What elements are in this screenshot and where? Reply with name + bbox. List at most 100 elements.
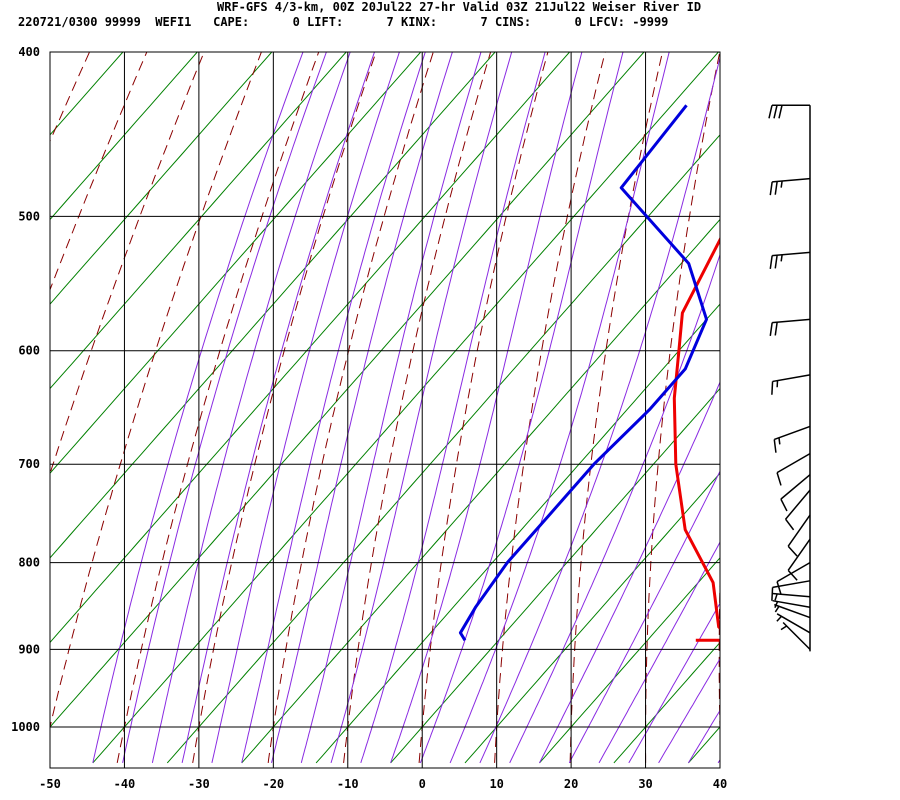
moist-adiabat-line xyxy=(778,0,900,763)
x-tick-label: 30 xyxy=(638,777,652,791)
index-value-kinx: 7 xyxy=(480,15,488,29)
dry-adiabat-line xyxy=(494,52,606,763)
isotherm-line xyxy=(613,641,720,764)
dewpoint-profile xyxy=(458,104,708,642)
isotherm-line xyxy=(50,52,347,390)
isotherm-line xyxy=(539,557,720,764)
x-tick-label: 40 xyxy=(713,777,727,791)
index-label-lift: LIFT: xyxy=(307,15,344,29)
dry-adiabat-line xyxy=(50,52,205,476)
x-tick-label: -10 xyxy=(337,777,359,791)
temperature-profile xyxy=(672,236,720,642)
plot-area xyxy=(50,0,900,768)
dry-adiabat-line xyxy=(860,0,900,763)
wind-barb xyxy=(780,474,811,512)
dry-adiabat-line xyxy=(645,52,720,763)
station-code: WEFI1 xyxy=(155,15,192,29)
moist-adiabat-line xyxy=(748,0,900,763)
y-tick-label: 1000 xyxy=(11,720,40,734)
wind-barb xyxy=(771,374,811,395)
moist-adiabat-line xyxy=(151,52,351,763)
moist-adiabat-line xyxy=(419,52,624,764)
index-value-cape: 0 xyxy=(292,15,300,29)
y-tick-label: 500 xyxy=(18,209,40,223)
isotherm-line xyxy=(166,134,720,764)
station-id: 220721/0300 99999 xyxy=(18,15,141,29)
wind-barb xyxy=(787,514,811,557)
wind-barb xyxy=(776,613,811,634)
x-tick-label: -50 xyxy=(39,777,61,791)
x-tick-label: -30 xyxy=(188,777,210,791)
moist-adiabat-line xyxy=(479,55,720,764)
chart-title: WRF-GFS 4/3-km, 00Z 20Jul22 27-hr Valid … xyxy=(217,0,702,14)
moist-adiabat-line xyxy=(330,52,513,764)
y-tick-label: 600 xyxy=(18,344,40,358)
moist-adiabat-line xyxy=(92,52,304,764)
wind-barb xyxy=(784,489,811,531)
moist-adiabat-line xyxy=(658,657,720,764)
y-tick-label: 400 xyxy=(18,45,40,59)
wind-barb xyxy=(769,177,811,196)
plot-frame xyxy=(49,51,721,769)
wind-barb xyxy=(776,561,811,595)
wind-barbs xyxy=(768,104,811,652)
x-tick-label: 20 xyxy=(564,777,578,791)
dry-adiabat-line xyxy=(50,52,148,292)
dry-adiabat-line xyxy=(116,52,320,763)
isotherm-line xyxy=(50,52,273,305)
index-value-lfcv: -9999 xyxy=(632,15,669,29)
chart-header: WRF-GFS 4/3-km, 00Z 20Jul22 27-hr Valid … xyxy=(0,0,900,34)
index-label-cins: CINS: xyxy=(494,15,532,29)
moist-adiabat-line xyxy=(539,380,720,764)
moist-adiabat-line xyxy=(241,52,426,764)
isotherm-line xyxy=(50,52,496,559)
wind-barb xyxy=(776,453,811,486)
index-value-lift: 7 xyxy=(386,15,394,29)
isotherm-line xyxy=(50,52,198,221)
moist-adiabat-line xyxy=(837,0,900,763)
wind-barb xyxy=(773,425,811,453)
moist-adiabat-line xyxy=(509,253,720,764)
y-tick-labels: 400 500 600 700 800 900 1000 xyxy=(11,45,40,734)
moist-adiabat-line xyxy=(211,52,400,764)
moist-adiabat-line xyxy=(271,52,453,764)
dry-adiabat-line xyxy=(343,52,492,763)
moist-adiabat-line xyxy=(568,470,720,764)
index-label-kinx: KINX: xyxy=(401,15,438,29)
isotherm-line xyxy=(50,52,422,474)
index-value-cins: 0 xyxy=(574,15,582,29)
x-tick-label: -40 xyxy=(114,777,136,791)
isotherm-line xyxy=(50,52,645,728)
y-tick-label: 900 xyxy=(18,642,40,656)
moist-adiabat-line xyxy=(598,541,720,764)
moist-adiabat-line xyxy=(181,52,376,764)
wind-barb xyxy=(769,318,811,336)
dry-adiabat-line xyxy=(50,52,262,730)
x-tick-label: 10 xyxy=(489,777,503,791)
wind-barb xyxy=(774,603,811,619)
y-tick-label: 800 xyxy=(18,556,40,570)
y-tick-label: 700 xyxy=(18,457,40,471)
isotherm-line xyxy=(464,472,720,764)
x-tick-label: -20 xyxy=(262,777,284,791)
x-tick-labels: -50 -40 -30 -20 -10 0 10 20 30 40 xyxy=(39,777,727,791)
moist-adiabat-line xyxy=(628,602,720,764)
wind-barb xyxy=(787,538,811,581)
wind-barb xyxy=(772,592,811,601)
isotherm-line xyxy=(50,52,124,136)
dry-adiabat-line xyxy=(569,52,664,763)
moist-adiabat-line xyxy=(122,52,327,764)
isotherm-line xyxy=(50,52,571,644)
index-label-cape: CAPE: xyxy=(213,15,250,29)
stability-indices: 220721/0300 99999 WEFI1 CAPE: 0 LIFT: 7 … xyxy=(18,15,668,29)
moist-adiabat-line xyxy=(300,52,482,764)
dry-adiabat-line xyxy=(791,0,875,763)
index-label-lfcv: LFCV: xyxy=(588,15,626,29)
wind-barb xyxy=(768,104,810,119)
moist-adiabat-line xyxy=(449,52,670,764)
dry-adiabat-line xyxy=(50,52,91,143)
dry-adiabat-line xyxy=(418,52,549,763)
wind-barb xyxy=(780,621,811,650)
isotherm-line xyxy=(315,303,720,764)
